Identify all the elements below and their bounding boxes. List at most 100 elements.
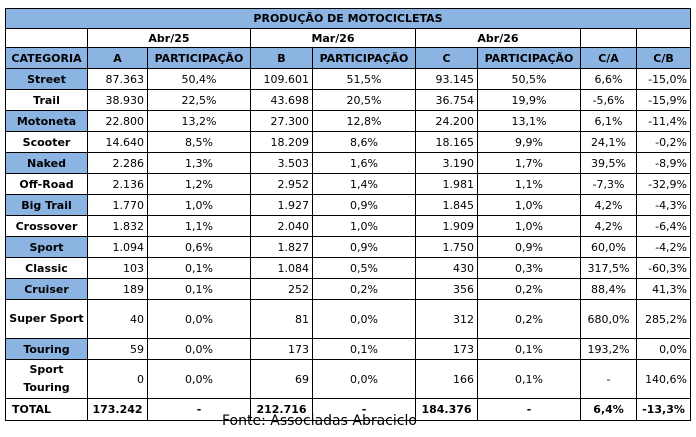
row-participacao-a: 0,1% xyxy=(147,257,251,279)
table-row: Super Sport 40 0,0% 81 0,0% 312 0,2% 680,0% 285,… xyxy=(5,299,692,339)
row-participacao-a: 1,2% xyxy=(147,173,251,195)
row-c: 36.754 xyxy=(415,89,478,111)
table-row: Crossover 1.832 1,1% 2.040 1,0% 1.909 1,0% 4,2%… xyxy=(5,215,692,237)
row-c: 430 xyxy=(415,257,478,279)
col-header-c-a: C/A xyxy=(580,47,637,69)
row-a: 103 xyxy=(87,257,148,279)
row-c-a: 4,2% xyxy=(580,215,637,237)
row-a: 189 xyxy=(87,278,148,300)
row-participacao-b: 0,2% xyxy=(312,278,416,300)
period-abr25: Abr/25 xyxy=(87,28,251,48)
row-participacao-b: 0,9% xyxy=(312,236,416,258)
period-mar26: Mar/26 xyxy=(250,28,416,48)
row-participacao-b: 1,4% xyxy=(312,173,416,195)
table-row: Classic 103 0,1% 1.084 0,5% 430 0,3% 317,5% -60,… xyxy=(5,257,692,279)
row-category: Street xyxy=(5,68,88,90)
row-b: 1.927 xyxy=(250,194,313,216)
row-c-b: -4,2% xyxy=(635,236,692,258)
row-participacao-c: 9,9% xyxy=(477,131,581,153)
row-category: Super Sport xyxy=(5,299,88,339)
row-category: Classic xyxy=(5,257,88,279)
row-participacao-b: 20,5% xyxy=(312,89,416,111)
row-participacao-c: 13,1% xyxy=(477,110,581,132)
row-b: 27.300 xyxy=(250,110,313,132)
row-c-a: -5,6% xyxy=(580,89,637,111)
row-a: 2.286 xyxy=(87,152,148,174)
row-participacao-c: 0,1% xyxy=(477,338,581,360)
row-c: 3.190 xyxy=(415,152,478,174)
row-c-b: 41,3% xyxy=(635,278,692,300)
total-pa: - xyxy=(147,398,251,421)
row-participacao-b: 0,0% xyxy=(312,299,416,339)
row-participacao-a: 0,0% xyxy=(147,338,251,360)
period-spacer xyxy=(580,28,637,48)
row-a: 59 xyxy=(87,338,148,360)
row-category: Motoneta xyxy=(5,110,88,132)
row-b: 43.698 xyxy=(250,89,313,111)
row-c: 1.750 xyxy=(415,236,478,258)
row-c-b: 285,2% xyxy=(635,299,692,339)
row-participacao-c: 1,7% xyxy=(477,152,581,174)
row-c-a: 6,6% xyxy=(580,68,637,90)
col-header-participacao-c: PARTICIPAÇÃO xyxy=(477,47,581,69)
table-row: Scooter 14.640 8,5% 18.209 8,6% 18.165 9,9% 24,… xyxy=(5,131,692,153)
row-c-a: -7,3% xyxy=(580,173,637,195)
row-a: 1.832 xyxy=(87,215,148,237)
row-c-b: -15,9% xyxy=(635,89,692,111)
row-b: 1.084 xyxy=(250,257,313,279)
row-participacao-a: 50,4% xyxy=(147,68,251,90)
row-a: 22.800 xyxy=(87,110,148,132)
row-b: 2.040 xyxy=(250,215,313,237)
total-pc: - xyxy=(477,398,581,421)
table-row: Cruiser 189 0,1% 252 0,2% 356 0,2% 88,4% 41,3% xyxy=(5,278,692,300)
row-participacao-b: 1,6% xyxy=(312,152,416,174)
row-participacao-b: 0,0% xyxy=(312,359,416,399)
row-category: Touring xyxy=(5,338,88,360)
source-note: Fonte: Associadas Abraciclo xyxy=(222,413,417,429)
col-header-c-b: C/B xyxy=(635,47,692,69)
row-c: 166 xyxy=(415,359,478,399)
row-participacao-b: 0,9% xyxy=(312,194,416,216)
row-participacao-c: 0,9% xyxy=(477,236,581,258)
row-a: 40 xyxy=(87,299,148,339)
motorcycle-production-table: PRODUÇÃO DE MOTOCICLETAS Abr/25 Mar/26 A… xyxy=(4,8,692,421)
row-b: 81 xyxy=(250,299,313,339)
table-row: Sport 1.094 0,6% 1.827 0,9% 1.750 0,9% 60,0% -4,… xyxy=(5,236,692,258)
table-row: Sport Touring 0 0,0% 69 0,0% 166 0,1% -140,6% xyxy=(5,359,692,399)
total-c: 184.376 xyxy=(415,398,478,421)
row-participacao-a: 0,6% xyxy=(147,236,251,258)
row-c-a: 6,1% xyxy=(580,110,637,132)
row-b: 18.209 xyxy=(250,131,313,153)
row-participacao-c: 0,2% xyxy=(477,278,581,300)
table-title: PRODUÇÃO DE MOTOCICLETAS xyxy=(4,8,692,29)
row-c: 312 xyxy=(415,299,478,339)
row-category: Sport xyxy=(5,236,88,258)
table-row: Touring 59 0,0% 173 0,1% 173 0,1% 193,2% 0,0% xyxy=(5,338,692,360)
row-participacao-c: 19,9% xyxy=(477,89,581,111)
row-c-a: 317,5% xyxy=(580,257,637,279)
row-participacao-a: 1,3% xyxy=(147,152,251,174)
row-c-b: 140,6% xyxy=(635,359,692,399)
row-c-b: -11,4% xyxy=(635,110,692,132)
total-ca: 6,4% xyxy=(580,398,637,421)
row-b: 109.601 xyxy=(250,68,313,90)
row-c-b: -8,9% xyxy=(635,152,692,174)
row-c-b: -4,3% xyxy=(635,194,692,216)
row-a: 14.640 xyxy=(87,131,148,153)
row-b: 2.952 xyxy=(250,173,313,195)
row-c-a: 60,0% xyxy=(580,236,637,258)
row-c-b: -32,9% xyxy=(635,173,692,195)
row-a: 87.363 xyxy=(87,68,148,90)
row-c-a: 39,5% xyxy=(580,152,637,174)
row-participacao-b: 51,5% xyxy=(312,68,416,90)
row-c-b: 0,0% xyxy=(635,338,692,360)
table-row: Trail 38.930 22,5% 43.698 20,5% 36.754 19,9% -5… xyxy=(5,89,692,111)
row-c-b: -15,0% xyxy=(635,68,692,90)
row-category: Sport Touring xyxy=(5,359,88,399)
row-b: 1.827 xyxy=(250,236,313,258)
row-c: 356 xyxy=(415,278,478,300)
row-participacao-c: 1,0% xyxy=(477,194,581,216)
row-participacao-c: 50,5% xyxy=(477,68,581,90)
row-participacao-c: 0,1% xyxy=(477,359,581,399)
row-category: Scooter xyxy=(5,131,88,153)
